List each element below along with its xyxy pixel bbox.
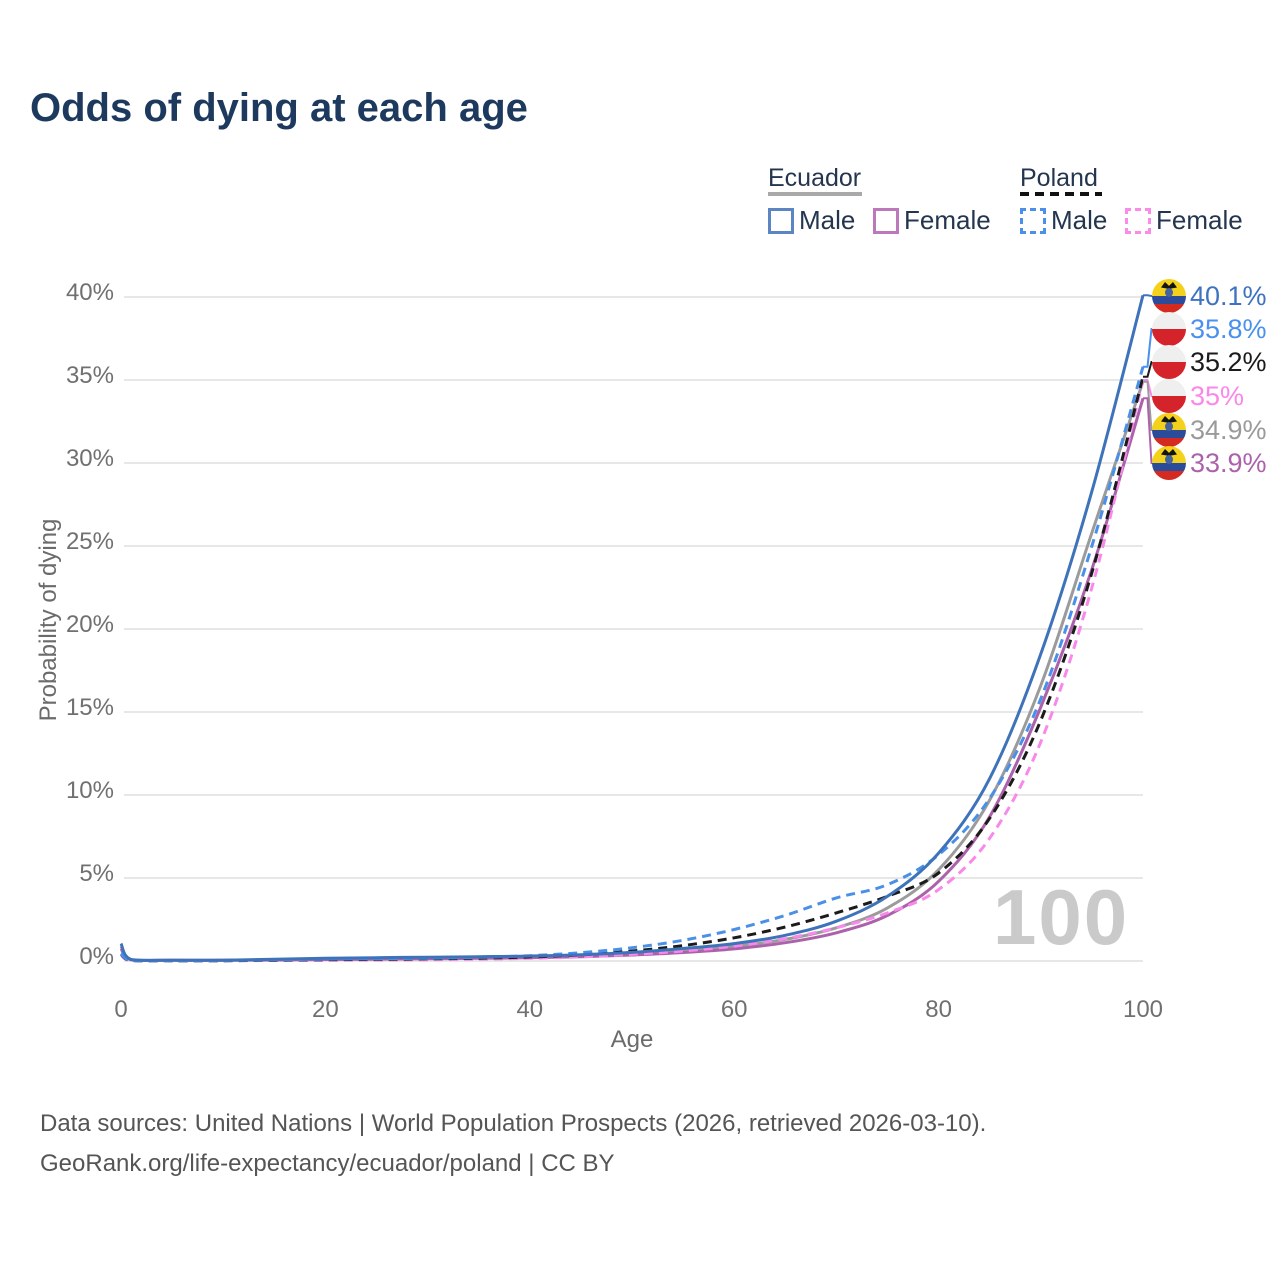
legend-item-poland-female[interactable]: Female <box>1125 205 1243 236</box>
globe-emblem-icon <box>1165 288 1173 297</box>
legend-label: Female <box>904 205 991 235</box>
legend-item-ecuador-female[interactable]: Female <box>873 205 991 236</box>
y-tick-label: 10% <box>65 777 114 804</box>
x-tick-label: 40 <box>516 996 544 1023</box>
x-tick-label: 80 <box>925 996 952 1023</box>
legend-item-ecuador-male[interactable]: Male <box>768 205 855 236</box>
legend-label: Female <box>1156 205 1243 235</box>
poland-female-swatch-icon <box>1125 207 1151 234</box>
poland-flag-icon <box>1152 345 1186 379</box>
x-tick-label: 20 <box>312 996 339 1023</box>
series-line-poland-male <box>119 366 1145 963</box>
y-tick-label: 15% <box>65 694 114 721</box>
end-label-value: 40.1% <box>1190 281 1267 311</box>
series-line-poland-both-sexes <box>119 376 1145 963</box>
footer-license-line: GeoRank.org/life-expectancy/ecuador/pola… <box>40 1150 615 1177</box>
ecuador-flag-icon <box>1152 413 1186 447</box>
y-tick-label: 35% <box>65 362 114 389</box>
x-tick-label: 0 <box>114 996 128 1023</box>
series-line-poland-female <box>120 379 1145 963</box>
end-label-value: 35% <box>1190 381 1245 411</box>
end-label-value: 35.2% <box>1190 347 1267 377</box>
y-tick-label: 5% <box>79 860 114 887</box>
x-tick-label: 60 <box>720 996 748 1023</box>
page-title: Odds of dying at each age <box>30 86 528 130</box>
age-watermark: 100 <box>993 873 1130 961</box>
legend-ecuador-title: Ecuador <box>768 164 862 192</box>
legend-label: Male <box>799 205 856 235</box>
end-label-value: 33.9% <box>1190 448 1267 478</box>
y-tick-label: 20% <box>65 611 114 638</box>
end-label-value: 35.8% <box>1190 314 1267 344</box>
poland-male-swatch-icon <box>1020 207 1046 234</box>
y-tick-label: 25% <box>65 528 114 555</box>
ecuador-flag-icon <box>1152 279 1186 313</box>
ecuador-female-swatch-icon <box>873 207 899 234</box>
x-axis-title: Age <box>610 1026 654 1053</box>
condor-emblem-icon <box>1161 282 1177 293</box>
series-line-ecuador-both-sexes <box>119 381 1145 962</box>
end-label-value: 34.9% <box>1190 415 1267 445</box>
globe-emblem-icon <box>1165 455 1173 464</box>
series-line-ecuador-female <box>119 397 1145 962</box>
y-tick-label: 0% <box>79 943 114 970</box>
condor-emblem-icon <box>1161 416 1177 427</box>
condor-emblem-icon <box>1161 449 1177 460</box>
poland-flag-icon <box>1152 312 1186 346</box>
y-tick-label: 30% <box>65 445 114 472</box>
footer-source-line: Data sources: United Nations | World Pop… <box>40 1110 987 1137</box>
ecuador-flag-icon <box>1152 446 1186 480</box>
legend-label: Male <box>1051 205 1108 235</box>
legend-ecuador-underline <box>768 192 862 196</box>
globe-emblem-icon <box>1165 422 1173 431</box>
series-line-ecuador-male <box>119 294 1145 962</box>
y-tick-label: 40% <box>65 279 114 306</box>
x-tick-label: 100 <box>1122 996 1164 1023</box>
legend-poland-title: Poland <box>1020 164 1098 192</box>
poland-flag-icon <box>1152 379 1186 413</box>
legend-item-poland-male[interactable]: Male <box>1020 205 1107 236</box>
ecuador-male-swatch-icon <box>768 207 794 234</box>
legend-poland-underline <box>1020 192 1102 196</box>
